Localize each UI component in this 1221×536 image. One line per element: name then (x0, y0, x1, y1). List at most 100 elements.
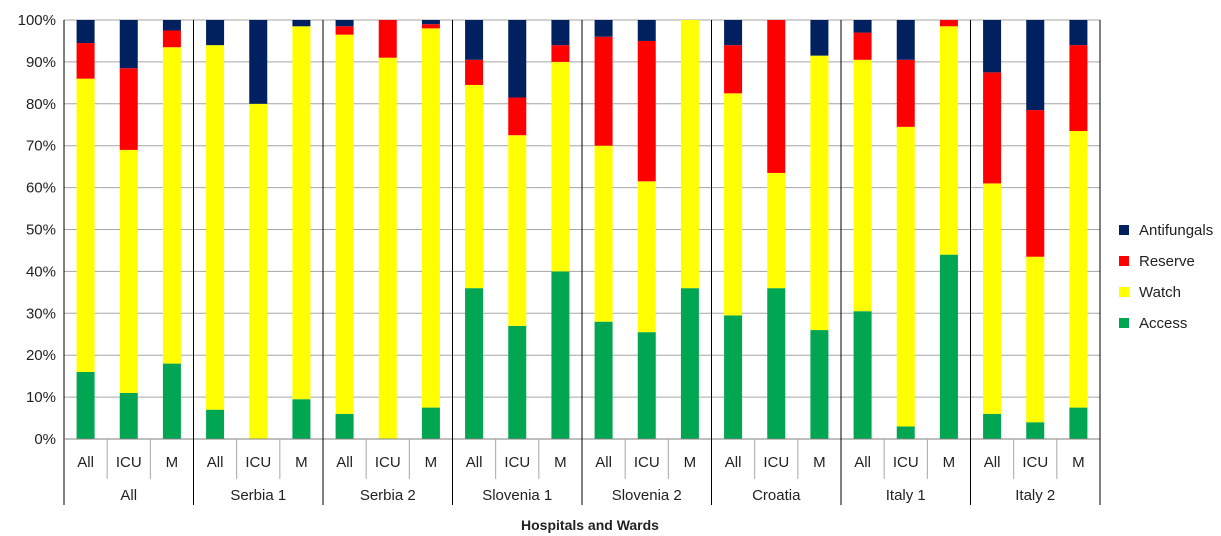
bar-segment-watch (119, 149, 138, 393)
bar-segment-reserve (119, 68, 138, 150)
category-label: All (984, 454, 1001, 471)
bar-segment-access (465, 288, 484, 439)
bar-segment-access (810, 330, 829, 439)
bar-segment-reserve (551, 45, 570, 62)
y-tick-label: 90% (26, 54, 56, 71)
axes (63, 20, 1101, 505)
bar-segment-watch (508, 135, 527, 326)
category-label: All (725, 454, 742, 471)
category-label: All (854, 454, 871, 471)
bar-segment-access (508, 325, 527, 439)
bar-segment-antifungals (896, 20, 915, 60)
bar-segment-watch (292, 26, 311, 400)
bar-segment-watch (767, 172, 786, 289)
legend: Antifungals Reserve Watch Access (1119, 222, 1213, 332)
y-tick-label: 70% (26, 138, 56, 155)
bar-segment-access (896, 426, 915, 439)
bar-segment-watch (378, 57, 397, 440)
bar-segment-watch (680, 20, 699, 289)
bar-segment-access (76, 371, 95, 439)
bar-segment-reserve (508, 97, 527, 136)
bar-segment-access (767, 288, 786, 439)
y-tick-label: 40% (26, 263, 56, 280)
group-label: Italy 1 (886, 487, 926, 504)
bar-segment-watch (249, 103, 268, 440)
y-tick-label: 0% (34, 431, 56, 448)
bar-segment-reserve (983, 72, 1002, 184)
bar-segment-access (724, 315, 743, 439)
group-label: Serbia 1 (230, 487, 286, 504)
bar-segment-access (206, 409, 225, 439)
y-tick-label: 80% (26, 96, 56, 113)
bar-segment-reserve (896, 59, 915, 127)
bar-segment-access (680, 288, 699, 439)
bar-segment-access (1026, 422, 1045, 439)
bar-segment-watch (724, 93, 743, 316)
bar-segment-antifungals (724, 20, 743, 46)
legend-label-watch: Watch (1139, 284, 1181, 301)
category-label: ICU (116, 454, 142, 471)
category-label: ICU (634, 454, 660, 471)
bar-segment-watch (594, 145, 613, 322)
category-label: M (554, 454, 567, 471)
bar-segment-watch (637, 181, 656, 333)
legend-swatch-reserve (1119, 256, 1129, 266)
bar-segment-watch (983, 183, 1002, 414)
group-label: Croatia (752, 487, 801, 504)
category-label: M (166, 454, 179, 471)
y-tick-label: 60% (26, 180, 56, 197)
group-label: Italy 2 (1015, 487, 1055, 504)
bar-segment-access (119, 392, 138, 439)
bar-segment-reserve (76, 43, 95, 79)
category-labels: All ICU M All ICU M All ICU M All ICU M All ICU M All IC… (77, 454, 1084, 471)
bar-segment-watch (939, 26, 958, 255)
category-label: M (813, 454, 826, 471)
category-label: ICU (245, 454, 271, 471)
y-tick-labels: 0% 10% 20% 30% 40% 50% 60% 70% 80% 90% 100% (18, 12, 56, 448)
bar-segment-access (162, 363, 181, 439)
legend-label-reserve: Reserve (1139, 253, 1195, 270)
bar-segment-reserve (767, 20, 786, 173)
bar-segment-antifungals (119, 20, 138, 69)
bar-segment-access (292, 399, 311, 439)
y-tick-label: 10% (26, 389, 56, 406)
bar-segment-reserve (162, 30, 181, 48)
legend-swatch-access (1119, 318, 1129, 328)
bar-segment-antifungals (162, 20, 181, 31)
bar-segment-antifungals (508, 20, 527, 98)
bar-segment-antifungals (249, 20, 268, 104)
bars (76, 20, 1088, 440)
y-tick-label: 30% (26, 305, 56, 322)
bar-segment-antifungals (335, 20, 354, 27)
category-label: M (1072, 454, 1085, 471)
bar-segment-watch (1069, 131, 1088, 408)
bar-segment-access (335, 413, 354, 439)
bar-segment-watch (896, 126, 915, 427)
bar-segment-antifungals (292, 20, 311, 27)
bar-segment-access (1069, 407, 1088, 439)
bar-segment-watch (465, 84, 484, 289)
bar-segment-reserve (637, 40, 656, 182)
category-label: M (295, 454, 308, 471)
group-label: All (120, 487, 137, 504)
bar-segment-antifungals (206, 20, 225, 46)
category-label: All (595, 454, 612, 471)
bar-segment-antifungals (594, 20, 613, 37)
bar-segment-access (983, 413, 1002, 439)
bar-segment-antifungals (1026, 20, 1045, 111)
bar-segment-access (421, 407, 440, 439)
group-labels: All Serbia 1 Serbia 2 Slovenia 1 Slovenia 2 C… (120, 487, 1055, 504)
category-label: M (943, 454, 956, 471)
category-label: All (77, 454, 94, 471)
legend-label-antifungals: Antifungals (1139, 222, 1213, 239)
bar-segment-access (853, 311, 872, 439)
bar-segment-watch (853, 59, 872, 312)
legend-label-access: Access (1139, 315, 1187, 332)
category-label: ICU (375, 454, 401, 471)
legend-swatch-antifungals (1119, 225, 1129, 235)
category-label: ICU (504, 454, 530, 471)
bar-segment-watch (810, 55, 829, 331)
category-label: All (336, 454, 353, 471)
bar-segment-antifungals (853, 20, 872, 33)
